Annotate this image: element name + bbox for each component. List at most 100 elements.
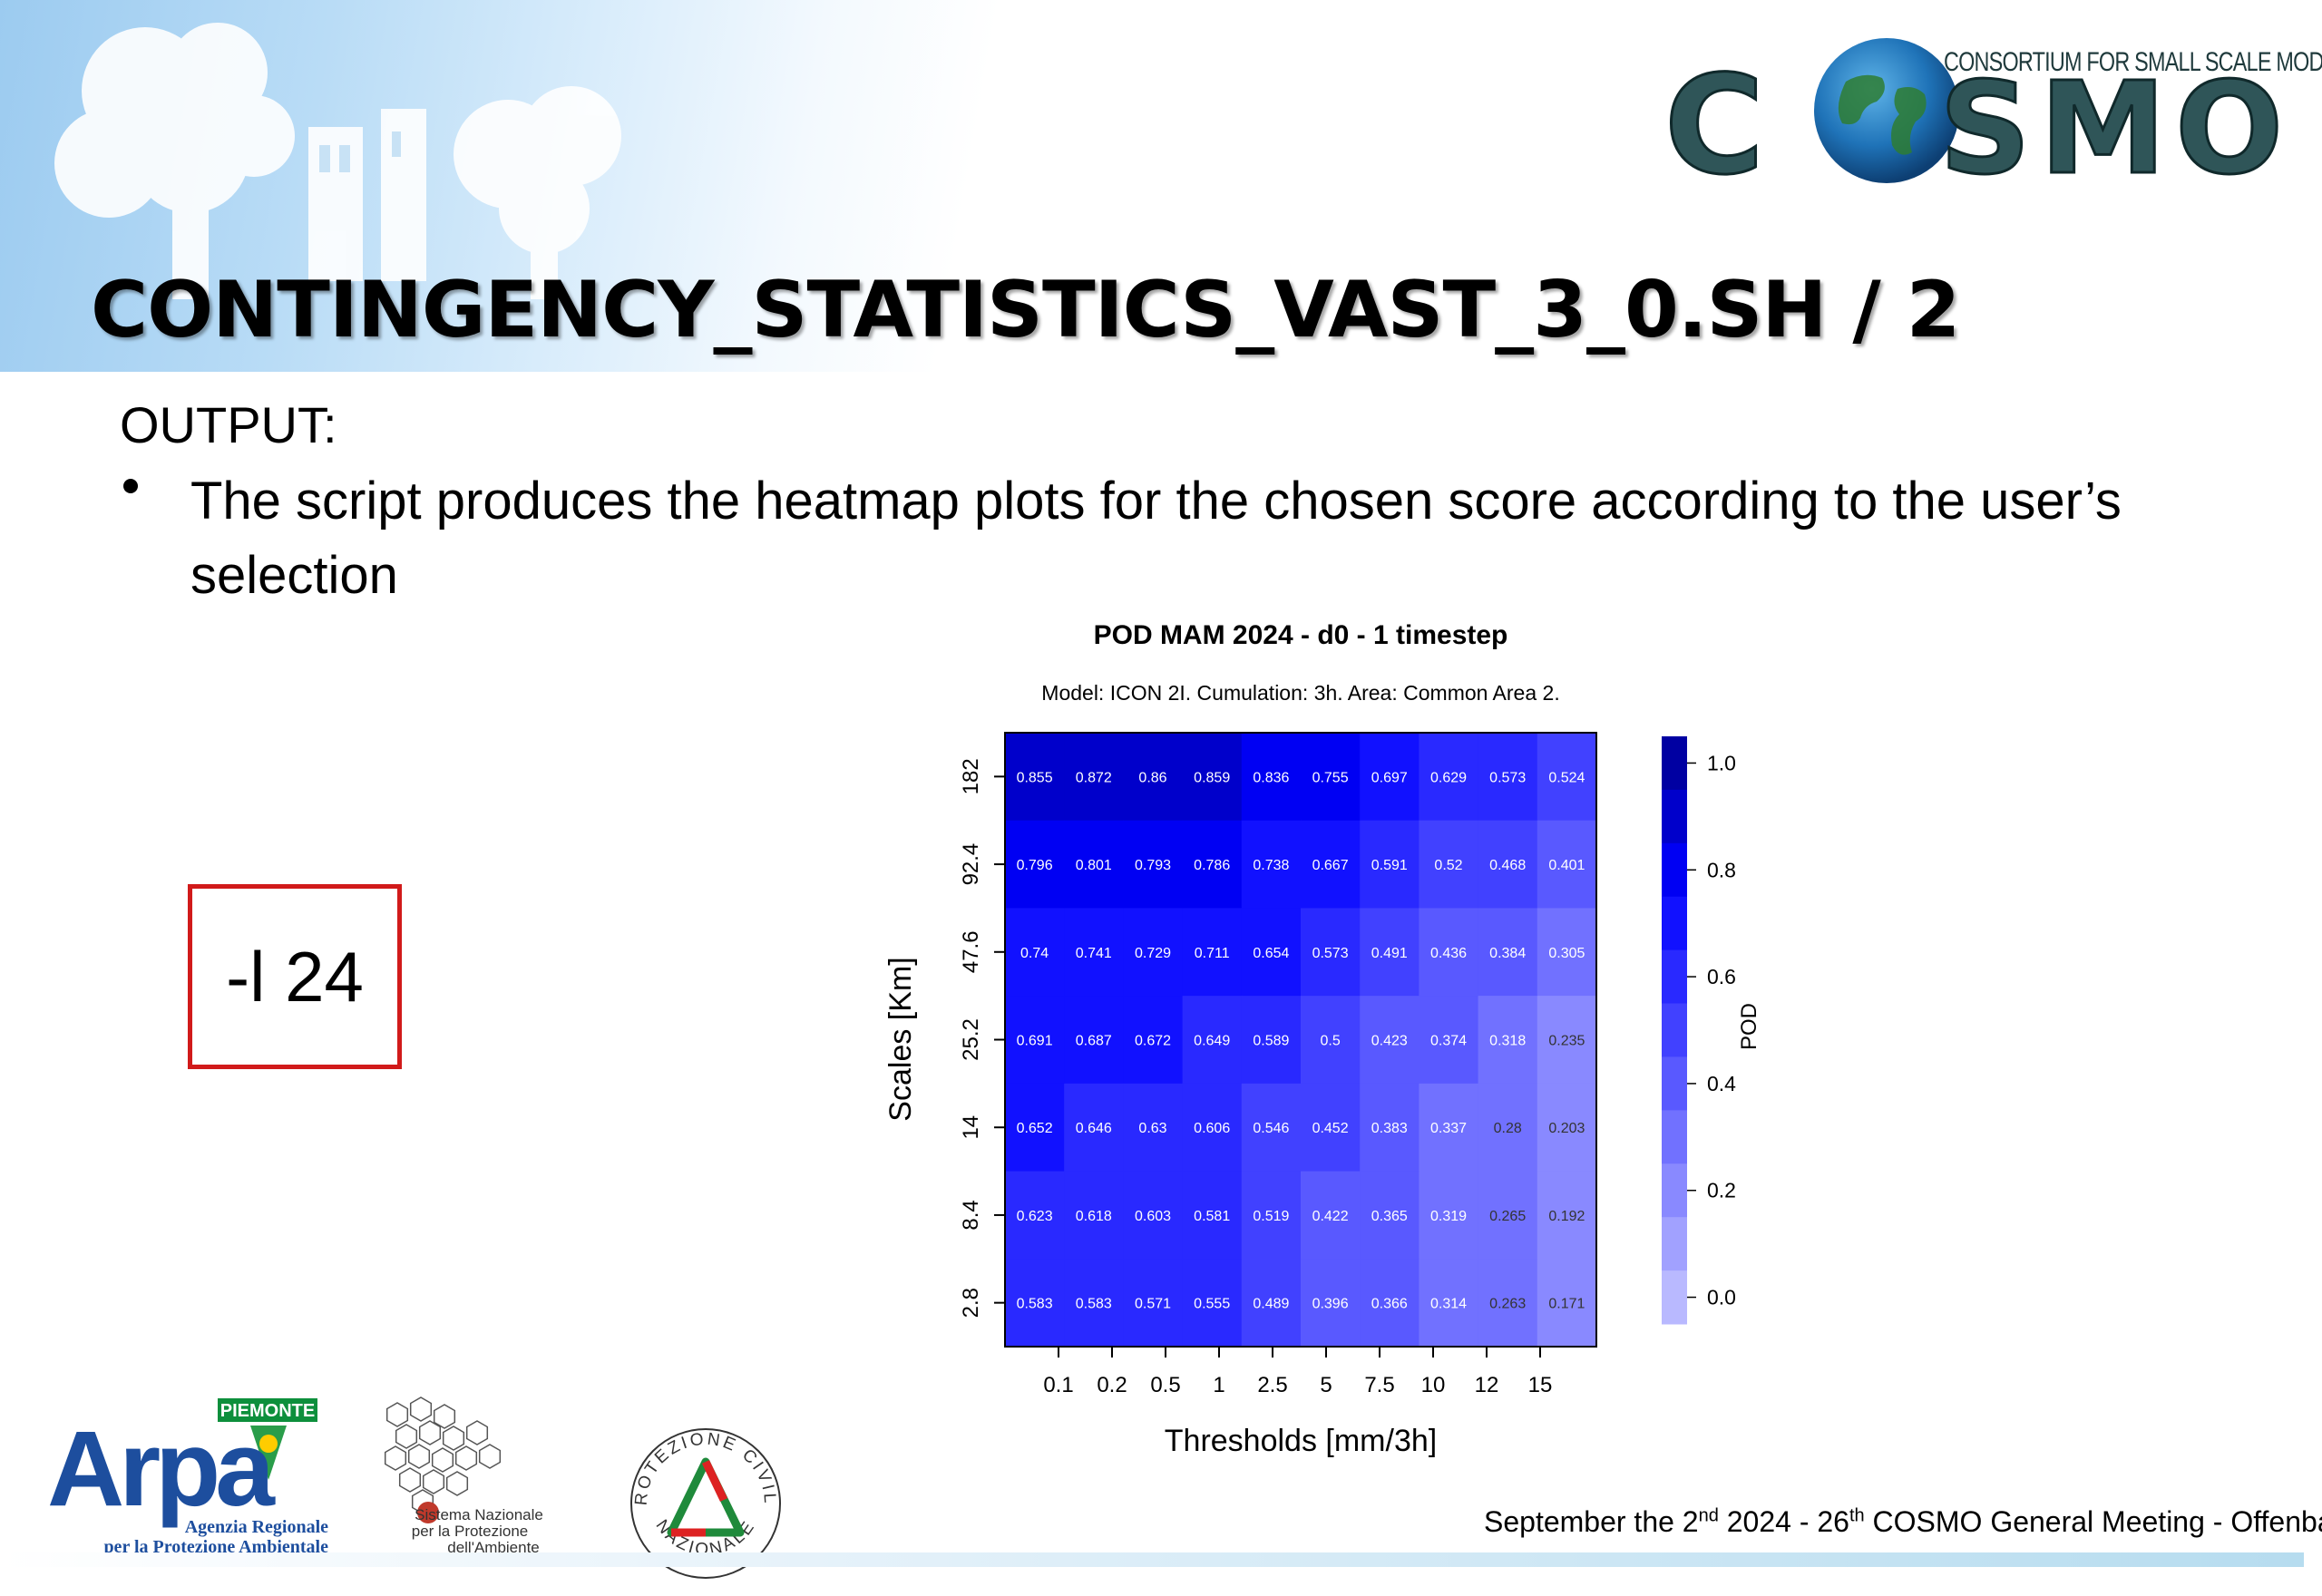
x-tick-label: 0.1 [1043, 1373, 1073, 1397]
heatmap-cell-label: 0.855 [1017, 770, 1053, 785]
x-tick-label: 0.2 [1097, 1373, 1127, 1397]
hexagon-shape [454, 1445, 478, 1471]
heatmap-cell [1537, 733, 1597, 822]
heatmap-cells [1005, 733, 1597, 1348]
slide-title: CONTINGENCY_STATISTICS_VAST_3_0.SH / 2 [91, 265, 1961, 355]
heatmap-cell-label: 0.603 [1135, 1209, 1171, 1224]
colorbar-segment [1662, 1270, 1687, 1325]
heatmap-cell-label: 0.524 [1548, 770, 1585, 785]
heatmap-cell-label: 0.573 [1312, 946, 1349, 961]
bullet-text: The script produces the heatmap plots fo… [190, 472, 2122, 605]
x-tick-label: 2.5 [1257, 1373, 1287, 1397]
heatmap-cell [1123, 1083, 1184, 1173]
colorbar-tick-label: 0.2 [1707, 1179, 1736, 1202]
heatmap-cell-label: 0.738 [1253, 858, 1289, 873]
protezione-civile-logo: PROTEZIONE CIVILE NAZIONALE [624, 1422, 781, 1579]
heatmap-cell-label: 0.741 [1076, 946, 1112, 961]
hexagon-shape [433, 1404, 456, 1429]
heatmap-cell [1241, 908, 1302, 997]
colorbar-tick-label: 1.0 [1707, 751, 1736, 774]
hexagon-shape [422, 1469, 445, 1494]
heatmap-cell-labels: 0.855 0.872 0.86 0.859 0.836 0.755 0.697 0.629 0… [1017, 770, 1585, 1311]
heatmap-cell [1478, 820, 1538, 909]
heatmap-cell [1241, 733, 1302, 822]
heatmap-cell-label: 0.796 [1017, 858, 1053, 873]
y-tick-label: 47.6 [959, 930, 983, 973]
heatmap-cell [1005, 820, 1065, 909]
hexagon-shape [395, 1424, 418, 1449]
heatmap-cell-label: 0.383 [1371, 1121, 1408, 1136]
param-box: -l 24 [188, 884, 402, 1069]
hexagon-shape [442, 1426, 465, 1451]
heatmap-cell [1064, 1083, 1124, 1173]
colorbar-segment [1662, 896, 1687, 951]
footer-sup: nd [1698, 1505, 1719, 1526]
heatmap-cell-label: 0.423 [1371, 1034, 1408, 1049]
cosmo-wordmark: SMO [1939, 55, 2292, 200]
hexagon-shape [409, 1396, 433, 1422]
heatmap-cell [1301, 1083, 1361, 1173]
heatmap-cell [1123, 1171, 1184, 1260]
heatmap-cell [1241, 820, 1302, 909]
heatmap-cell [1241, 1171, 1302, 1260]
chart-title: POD MAM 2024 - d0 - 1 timestep [1094, 620, 1508, 650]
heatmap-cell [1005, 908, 1065, 997]
heatmap-cell [1478, 996, 1538, 1085]
colorbar-label: POD [1737, 1003, 1761, 1050]
heatmap-cell [1478, 1171, 1538, 1260]
heatmap-cell-label: 0.667 [1312, 858, 1349, 873]
y-axis-label: Scales [Km] [883, 957, 918, 1121]
heatmap-cell-label: 0.5 [1320, 1034, 1340, 1049]
heatmap-cell-label: 0.649 [1194, 1034, 1230, 1049]
heatmap-cell [1182, 733, 1243, 822]
heatmap-cell [1360, 820, 1420, 909]
hexagon-shape [418, 1420, 442, 1445]
heatmap-cell-label: 0.859 [1194, 770, 1230, 785]
heatmap-cell-label: 0.583 [1076, 1297, 1112, 1312]
heatmap-cell-label: 0.171 [1548, 1297, 1585, 1312]
heatmap-cell [1241, 1083, 1302, 1173]
heatmap-cell-label: 0.401 [1548, 858, 1585, 873]
heatmap-cell [1537, 1083, 1597, 1173]
heatmap-cell [1478, 908, 1538, 997]
heatmap-cell [1419, 733, 1479, 822]
colorbar: 1.0 0.8 0.6 0.4 0.2 0.0 [1662, 736, 1736, 1325]
heatmap-cell-label: 0.555 [1194, 1297, 1230, 1312]
heatmap-cell [1005, 1083, 1065, 1173]
colorbar-segment [1662, 789, 1687, 844]
cosmo-globe-logo: C SMO [1663, 38, 2292, 200]
hexagon-shape [407, 1444, 431, 1469]
heatmap-cell [1064, 1259, 1124, 1348]
heatmap-cell [1182, 1083, 1243, 1173]
heatmap-cell [1241, 996, 1302, 1085]
colorbar-segment [1662, 1217, 1687, 1271]
snpa-line2: per la Protezione [412, 1523, 529, 1540]
heatmap-cell [1419, 1083, 1479, 1173]
footer-text: September the 2nd 2024 - 26th COSMO Gene… [1484, 1505, 2322, 1539]
heatmap-cell [1537, 996, 1597, 1085]
colorbar-tick-label: 0.4 [1707, 1072, 1736, 1095]
heatmap-cell [1005, 996, 1065, 1085]
heatmap-cell [1478, 733, 1538, 822]
heatmap-cell [1123, 820, 1184, 909]
heatmap-cell [1241, 1259, 1302, 1348]
footer-part: COSMO General Meeting - Offenbach [1864, 1505, 2322, 1538]
heatmap-cell [1301, 908, 1361, 997]
x-tick-label: 10 [1421, 1373, 1446, 1397]
heatmap-cell [1005, 1171, 1065, 1260]
heatmap-cell [1182, 1259, 1243, 1348]
heatmap-cell-label: 0.384 [1489, 946, 1526, 961]
arpa-region-label: PIEMONTE [220, 1401, 315, 1421]
hexagon-shape [384, 1445, 407, 1471]
heatmap-cell [1064, 996, 1124, 1085]
colorbar-segment [1662, 1003, 1687, 1057]
colorbar-segment [1662, 1110, 1687, 1164]
heatmap-cell-label: 0.63 [1138, 1121, 1166, 1136]
colorbar-segment [1662, 1056, 1687, 1111]
y-tick-label: 8.4 [959, 1200, 983, 1230]
heatmap-cell-label: 0.452 [1312, 1121, 1349, 1136]
heatmap-cell-label: 0.305 [1548, 946, 1585, 961]
heatmap-cell-label: 0.86 [1138, 770, 1166, 785]
heatmap-cell [1064, 1171, 1124, 1260]
heatmap-cell-label: 0.74 [1020, 946, 1049, 961]
